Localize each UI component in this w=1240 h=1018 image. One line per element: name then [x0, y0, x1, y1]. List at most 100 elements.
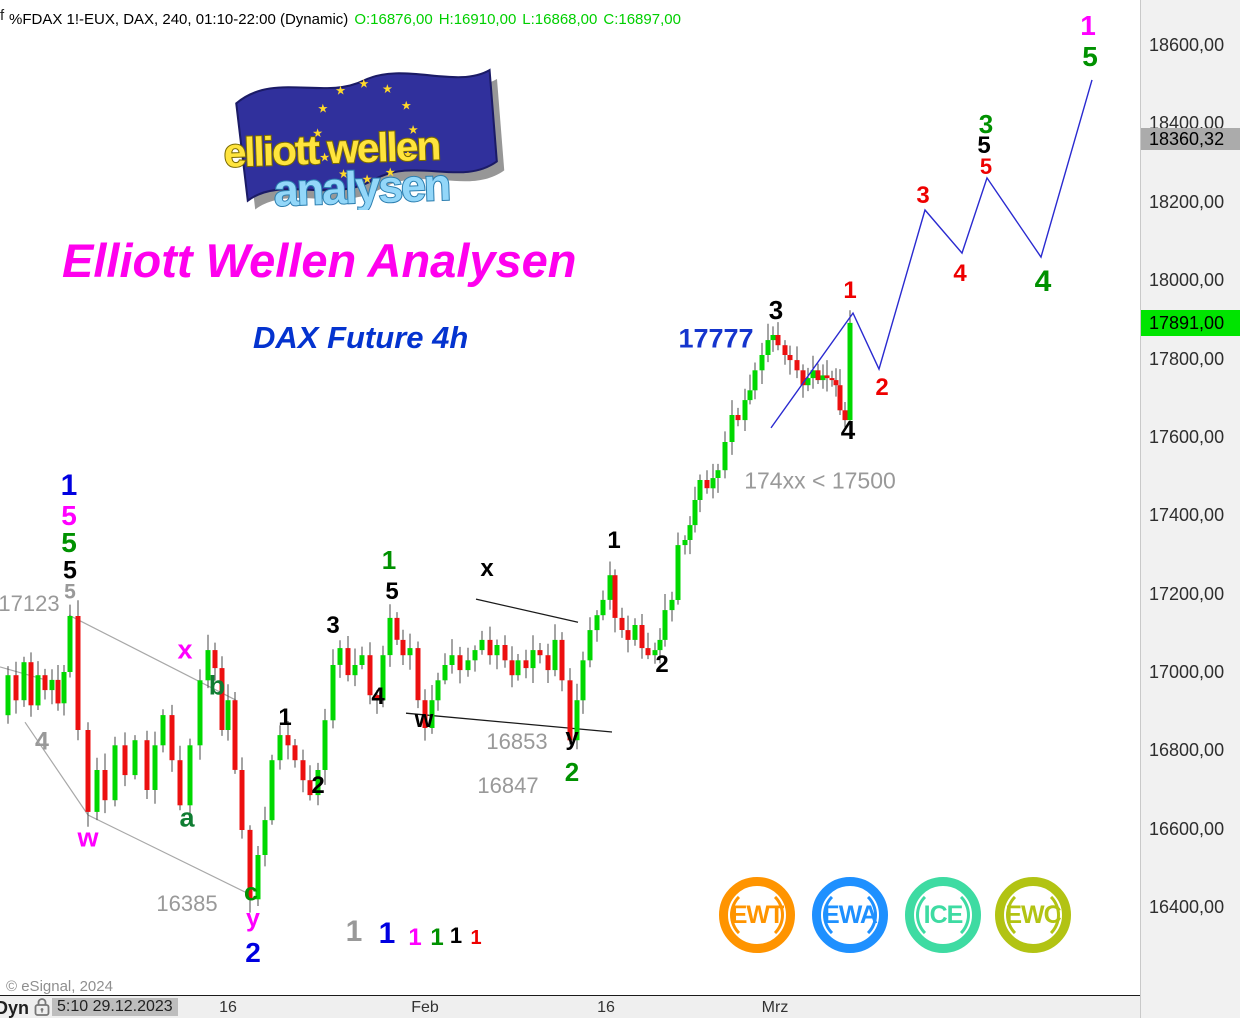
candle-body — [600, 599, 606, 616]
logo-text-line2: analysen — [273, 160, 450, 210]
candle-body — [765, 340, 771, 355]
candle-body — [729, 415, 735, 442]
wave-label: 17123 — [0, 591, 60, 616]
close-value: C:16897,00 — [603, 11, 681, 28]
candle-body — [247, 829, 253, 900]
candle-body — [747, 390, 753, 401]
wave-label: 1 — [470, 927, 482, 949]
candle-body — [255, 855, 261, 900]
wave-label: 3 — [326, 612, 340, 639]
candle-body — [415, 648, 421, 701]
last-price-marker[interactable]: 17891,00 — [1141, 309, 1240, 336]
candle-body — [735, 415, 741, 421]
candle-body — [824, 375, 830, 379]
candle-body — [122, 745, 128, 776]
svg-text:★: ★ — [408, 123, 419, 137]
candle-body — [75, 616, 81, 730]
wave-label: 2 — [311, 772, 325, 799]
candle-body — [85, 730, 91, 812]
candle-body — [197, 680, 203, 746]
candle-body — [805, 378, 811, 386]
wave-label: 16853 — [486, 729, 548, 754]
candle-body — [49, 679, 55, 691]
badge-inner-arcs — [823, 888, 877, 942]
candle-body — [537, 650, 543, 656]
time-axis[interactable]: Dyn 5:10 29.12.2023 16 Feb 16 Mrz — [0, 995, 1140, 1018]
candle-body — [322, 720, 328, 770]
candle-body — [387, 617, 393, 656]
wave-projection-line[interactable] — [770, 79, 1093, 429]
candle-body — [833, 380, 839, 386]
wave-label: 174xx < 17500 — [744, 467, 896, 494]
candle-body — [552, 639, 558, 671]
candle-body — [359, 655, 365, 665]
wave-label: 2 — [245, 937, 261, 968]
eu-flag — [235, 68, 498, 203]
candle-body — [742, 400, 748, 421]
wave-label: 5 — [61, 500, 77, 531]
candle-body — [837, 385, 843, 411]
alert-price-marker[interactable]: 18360,32 — [1141, 127, 1240, 150]
candle-body — [422, 700, 428, 728]
candle-body — [28, 662, 34, 706]
time-tick-label: Mrz — [761, 999, 789, 1016]
candle-body — [545, 655, 551, 671]
candle-body — [645, 648, 651, 656]
candle-body — [632, 625, 638, 640]
price-axis[interactable]: 18600,00 18400,00 18200,00 18000,00 17800,00… — [1140, 0, 1240, 1018]
candle-body — [285, 735, 291, 746]
candle-body — [559, 639, 565, 681]
candle-body — [530, 650, 536, 669]
price-tick-label: 18200,00 — [1149, 191, 1225, 212]
svg-text:★: ★ — [317, 101, 328, 115]
wave-label: y — [565, 724, 579, 751]
candle-body — [472, 650, 478, 661]
candle-body — [352, 665, 358, 676]
candle-body — [842, 410, 848, 421]
candle-body — [394, 617, 400, 640]
dyn-mode-label: Dyn — [0, 998, 30, 1018]
wave-label: 1 — [378, 917, 396, 950]
price-tick-label: 16600,00 — [1149, 818, 1225, 839]
wave-label: b — [208, 670, 226, 701]
trendline-black[interactable] — [475, 598, 579, 623]
price-tick-label: 17800,00 — [1149, 348, 1225, 369]
candle-body — [160, 715, 166, 746]
candle-body — [262, 820, 268, 855]
symbol-info: %FDAX 1!-EUX, DAX, 240, 01:10-22:00 (Dyn… — [9, 11, 349, 28]
candle-body — [657, 639, 663, 651]
open-value: O:16876,00 — [354, 11, 433, 28]
wave-label: 4 — [953, 260, 967, 287]
chart-subtitle: DAX Future 4h — [253, 320, 469, 355]
svg-text:★: ★ — [338, 167, 349, 181]
time-tick-label: 16 — [597, 999, 615, 1016]
candle-body — [219, 668, 225, 730]
wave-label: 1 — [60, 469, 78, 502]
lock-icon[interactable] — [34, 997, 50, 1016]
candle-body — [587, 630, 593, 661]
watermark-badge-ewa: EWA — [812, 877, 888, 953]
candle-body — [523, 660, 529, 669]
svg-text:★: ★ — [358, 77, 369, 91]
wave-label: 2 — [655, 651, 669, 678]
candle-body — [847, 322, 853, 421]
candle-body — [67, 616, 73, 672]
watermark-badge-ice: ICE — [905, 877, 981, 953]
candlestick-chart[interactable] — [0, 0, 1140, 993]
candle-body — [292, 745, 298, 761]
wave-label: 1 — [345, 915, 363, 948]
wave-label: w — [77, 822, 99, 853]
wave-label: 4 — [1034, 265, 1052, 298]
candle-body — [687, 525, 693, 540]
wave-label: 1 — [843, 277, 857, 304]
badge-inner-arcs — [916, 888, 970, 942]
candle-body — [132, 740, 138, 776]
time-tick-label: 16 — [219, 999, 237, 1016]
candle-body — [225, 700, 231, 730]
candle-body — [442, 665, 448, 681]
badge-inner-arcs — [1006, 888, 1060, 942]
candle-body — [300, 760, 306, 781]
candle-body — [232, 700, 238, 770]
wave-label: 3 — [978, 109, 994, 139]
candle-body — [144, 740, 150, 790]
